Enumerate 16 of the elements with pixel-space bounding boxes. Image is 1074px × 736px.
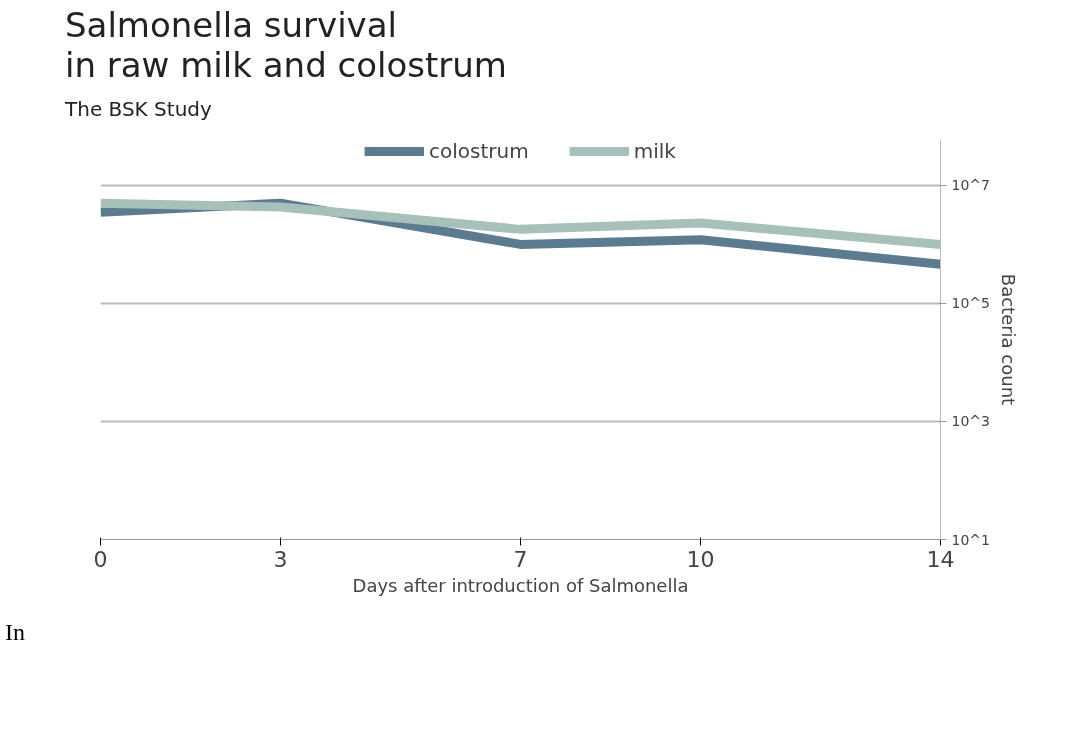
y-axis-title: Bacteria count [997, 273, 1019, 405]
x-tick-label: 3 [273, 546, 288, 572]
chart-title: Salmonella survival in raw milk and colostrum [65, 5, 507, 85]
legend-label: milk [633, 138, 676, 163]
x-axis-title: Days after introduction of Salmonella [352, 574, 689, 596]
chart-subtitle: The BSK Study [65, 96, 212, 123]
x-tick-label: 10 [686, 546, 715, 572]
text: In [5, 618, 25, 647]
x-tick-label: 0 [93, 546, 108, 572]
y-tick-label: 10^3 [951, 413, 990, 430]
legend-label: colostrum [429, 138, 529, 163]
x-tick-label: 7 [513, 546, 528, 572]
y-tick-label: 10^5 [951, 295, 990, 312]
x-tick-label: 14 [926, 546, 955, 572]
y-tick-label: 10^1 [951, 531, 990, 548]
y-tick-label: 10^7 [951, 176, 990, 193]
